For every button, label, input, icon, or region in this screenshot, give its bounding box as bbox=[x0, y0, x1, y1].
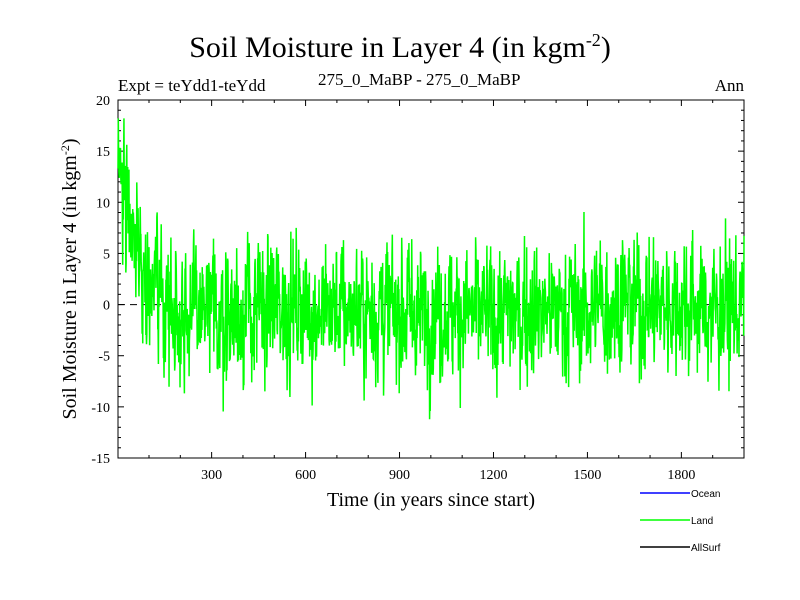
x-tick-label: 600 bbox=[295, 468, 316, 483]
y-tick-label: -10 bbox=[91, 401, 110, 416]
x-tick-label: 1800 bbox=[667, 468, 695, 483]
x-axis-label: Time (in years since start) bbox=[327, 489, 535, 511]
y-tick-label: 5 bbox=[103, 247, 110, 262]
period-label: Ann bbox=[714, 76, 744, 95]
chart-legend: Ocean Land AllSurf bbox=[640, 489, 721, 554]
legend-label-land: Land bbox=[691, 516, 713, 527]
y-tick-label: 20 bbox=[96, 94, 110, 109]
series-land-line bbox=[117, 118, 745, 420]
chart-title: Soil Moisture in Layer 4 (in kgm-2) bbox=[189, 30, 611, 64]
y-tick-label: 0 bbox=[103, 299, 110, 314]
y-tick-label: 10 bbox=[96, 196, 110, 211]
x-tick-label: 1200 bbox=[479, 468, 507, 483]
x-tick-label: 1500 bbox=[573, 468, 601, 483]
chart-subtitle: 275_0_MaBP - 275_0_MaBP bbox=[318, 70, 521, 89]
x-tick-label: 300 bbox=[201, 468, 222, 483]
y-axis-label: Soil Moisture in Layer 4 (in kgm-2) bbox=[58, 138, 81, 419]
experiment-label: Expt = teYdd1-teYdd bbox=[118, 76, 266, 95]
x-tick-label: 900 bbox=[389, 468, 410, 483]
x-axis: 300 600 900 1200 1500 1800 bbox=[148, 100, 714, 483]
legend-label-allsurf: AllSurf bbox=[691, 543, 721, 554]
legend-label-ocean: Ocean bbox=[691, 489, 720, 500]
y-tick-label: -5 bbox=[98, 350, 110, 365]
y-tick-label: 15 bbox=[96, 145, 110, 160]
y-tick-label: -15 bbox=[91, 452, 110, 467]
